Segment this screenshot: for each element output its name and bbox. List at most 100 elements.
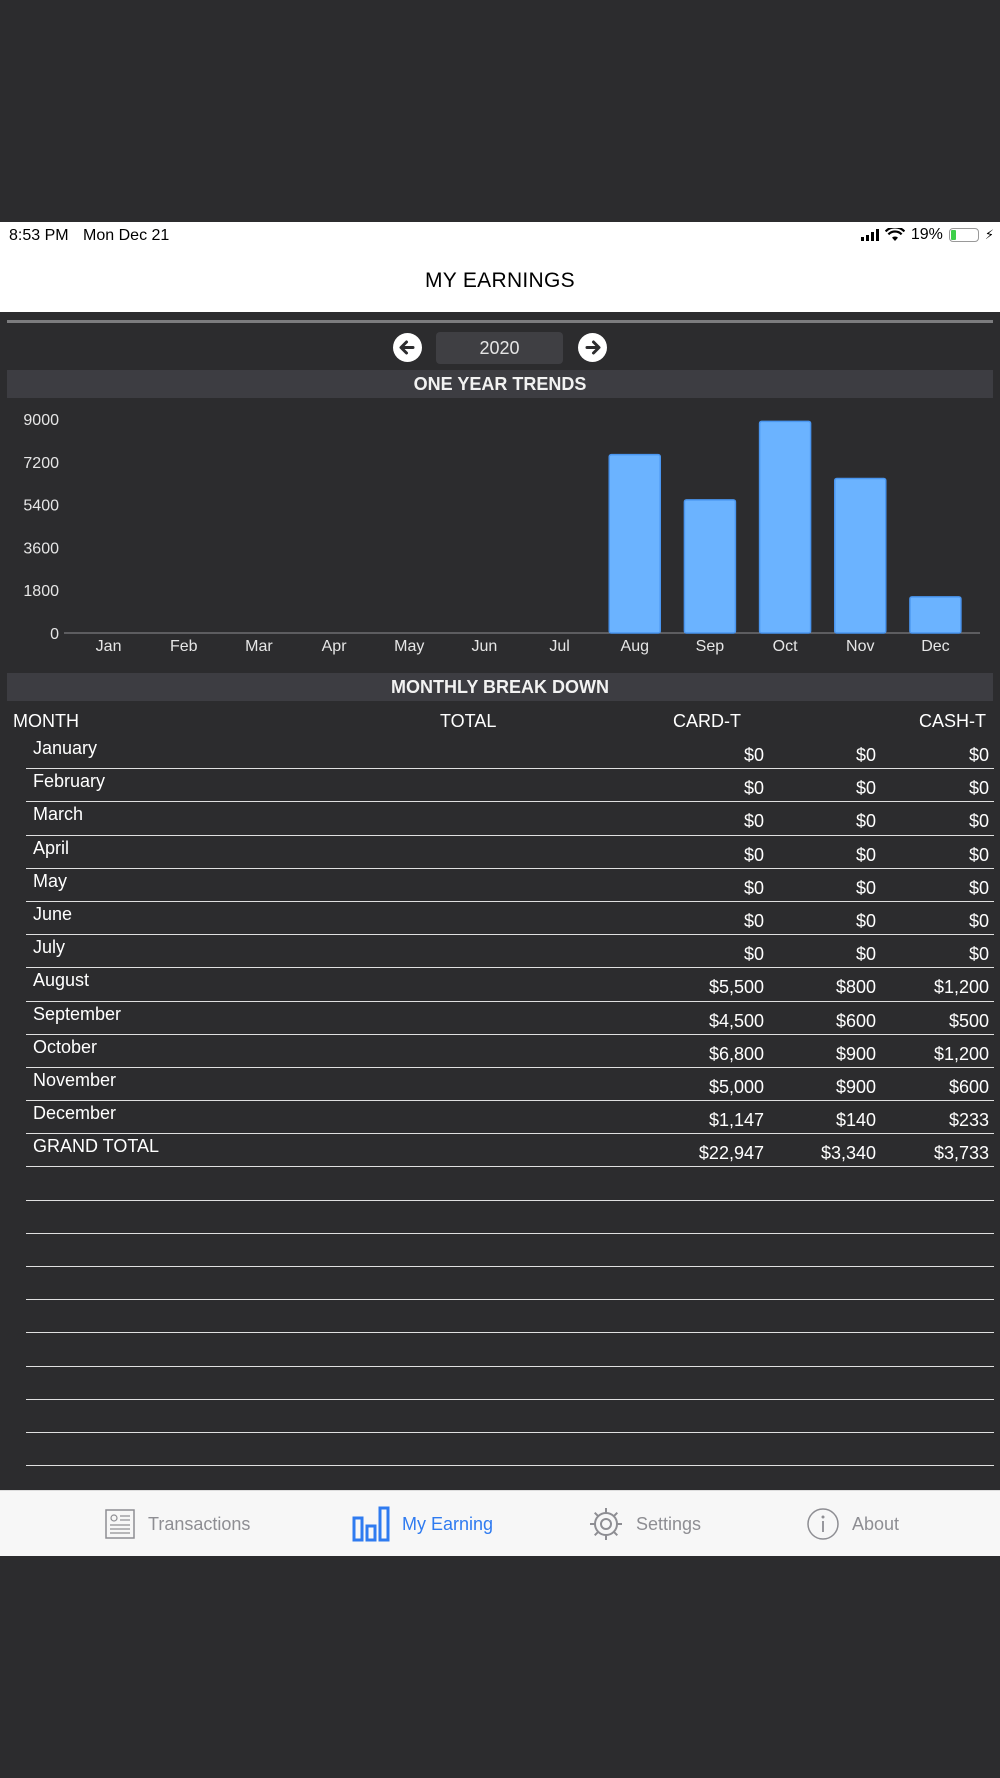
bar-nov xyxy=(834,477,887,634)
signal-icon xyxy=(860,229,879,241)
row-cash: $233 xyxy=(948,1110,989,1131)
grand-total-row: GRAND TOTAL $22,947 $3,340 $3,733 xyxy=(26,1134,994,1168)
nav-bar: MY EARNINGS xyxy=(0,250,1000,312)
divider xyxy=(7,320,993,323)
empty-row xyxy=(26,1167,994,1201)
row-month: GRAND TOTAL xyxy=(33,1136,160,1157)
row-cash: $0 xyxy=(968,877,989,898)
bar-sep xyxy=(683,499,737,634)
row-total: $0 xyxy=(743,877,764,898)
page-title: MY EARNINGS xyxy=(425,269,575,292)
row-cash: $0 xyxy=(968,745,989,765)
table-row: May $0 $0 $0 xyxy=(26,869,994,902)
row-card: $0 xyxy=(855,745,876,765)
year-value[interactable]: 2020 xyxy=(436,332,563,364)
header-cash: CASH-T xyxy=(919,711,986,731)
row-month: September xyxy=(33,1003,122,1024)
row-card: $800 xyxy=(835,977,876,998)
row-cash: $0 xyxy=(968,778,989,799)
charging-icon: ⚡ xyxy=(984,227,994,242)
tab-about[interactable]: About xyxy=(806,1491,899,1557)
x-tick-label: May xyxy=(394,638,424,655)
status-bar: 8:53 PM Mon Dec 21 19% ⚡ xyxy=(0,222,1000,250)
row-cash: $0 xyxy=(968,844,989,865)
row-month: June xyxy=(33,903,73,924)
header-card: CARD-T xyxy=(673,711,741,731)
year-selector: 2020 xyxy=(0,330,1000,364)
table-row: April $0 $0 $0 xyxy=(26,836,994,869)
row-total: $6,800 xyxy=(708,1043,764,1064)
table-header: MONTH TOTAL CARD-T CASH-T xyxy=(0,707,1000,735)
row-cash: $1,200 xyxy=(933,1043,989,1064)
row-total: $0 xyxy=(743,811,764,832)
row-cash: $3,733 xyxy=(933,1143,989,1164)
tab-label: My Earning xyxy=(402,1513,494,1534)
row-card: $0 xyxy=(855,844,876,865)
arrow-right-icon[interactable] xyxy=(578,333,607,362)
table-row: December $1,147 $140 $233 xyxy=(26,1101,994,1135)
row-total: $0 xyxy=(743,745,764,765)
table-row: August $5,500 $800 $1,200 xyxy=(26,968,994,1002)
x-tick-label: Apr xyxy=(322,638,348,655)
tab-label: Transactions xyxy=(148,1513,251,1534)
row-card: $0 xyxy=(855,877,876,898)
transactions-icon xyxy=(105,1509,135,1539)
empty-row xyxy=(26,1367,994,1400)
row-cash: $0 xyxy=(968,944,989,965)
row-total: $4,500 xyxy=(708,1010,764,1031)
empty-row xyxy=(26,1433,994,1467)
battery-percent: 19% xyxy=(910,226,943,243)
row-total: $0 xyxy=(743,944,764,965)
earnings-bar-chart: 0 1800 3600 5400 7200 9000 Jan Feb Mar Apr May Jun J… xyxy=(23,412,980,655)
empty-row xyxy=(26,1201,994,1234)
y-tick-label: 1800 xyxy=(23,583,59,600)
row-month: April xyxy=(33,837,70,858)
x-tick-label: Mar xyxy=(245,638,273,655)
empty-row xyxy=(26,1300,994,1334)
tab-transactions[interactable]: Transactions xyxy=(104,1491,250,1557)
header-month: MONTH xyxy=(13,711,79,731)
x-tick-label: Jun xyxy=(472,638,498,655)
row-card: $0 xyxy=(855,778,876,799)
breakdown-table: January $0 $0 $0 February $0 $0 $0 March $0 $0 $0 Ap… xyxy=(26,736,994,1467)
row-total: $5,500 xyxy=(708,977,764,998)
empty-row xyxy=(26,1333,994,1367)
x-tick-label: Aug xyxy=(621,638,649,655)
x-tick-label: Oct xyxy=(773,638,798,655)
row-card: $900 xyxy=(835,1076,876,1097)
row-card: $900 xyxy=(835,1043,876,1064)
battery-icon xyxy=(948,228,979,242)
tab-bar: Transactions My Earning Settings xyxy=(0,1490,1000,1556)
bar-chart-icon xyxy=(352,1506,390,1542)
x-tick-label: Nov xyxy=(846,638,874,655)
row-cash: $600 xyxy=(948,1076,989,1097)
x-tick-label: Dec xyxy=(921,638,949,655)
row-month: July xyxy=(33,937,66,958)
tab-my-earning[interactable]: My Earning xyxy=(352,1491,493,1557)
empty-row xyxy=(26,1234,994,1267)
row-card: $0 xyxy=(855,910,876,931)
table-row: November $5,000 $900 $600 xyxy=(26,1068,994,1102)
table-row: June $0 $0 $0 xyxy=(26,902,994,936)
row-cash: $0 xyxy=(968,910,989,931)
row-month: November xyxy=(33,1069,117,1090)
chart-section-header: ONE YEAR TRENDS xyxy=(7,370,993,398)
row-card: $3,340 xyxy=(820,1143,876,1164)
row-month: October xyxy=(33,1036,98,1057)
y-tick-label: 3600 xyxy=(23,540,59,557)
row-total: $0 xyxy=(743,910,764,931)
gear-icon xyxy=(590,1508,622,1540)
row-cash: $1,200 xyxy=(933,977,989,998)
row-month: August xyxy=(33,970,90,991)
table-row: October $6,800 $900 $1,200 xyxy=(26,1035,994,1068)
tab-label: About xyxy=(852,1513,900,1534)
bar-aug xyxy=(608,453,661,634)
y-tick-label: 0 xyxy=(50,626,59,643)
row-total: $1,147 xyxy=(708,1110,764,1131)
row-month: February xyxy=(33,771,106,792)
arrow-left-icon[interactable] xyxy=(393,333,422,362)
x-tick-label: Jul xyxy=(549,638,569,655)
empty-row xyxy=(26,1267,994,1301)
tab-settings[interactable]: Settings xyxy=(588,1491,701,1557)
table-row: September $4,500 $600 $500 xyxy=(26,1002,994,1035)
